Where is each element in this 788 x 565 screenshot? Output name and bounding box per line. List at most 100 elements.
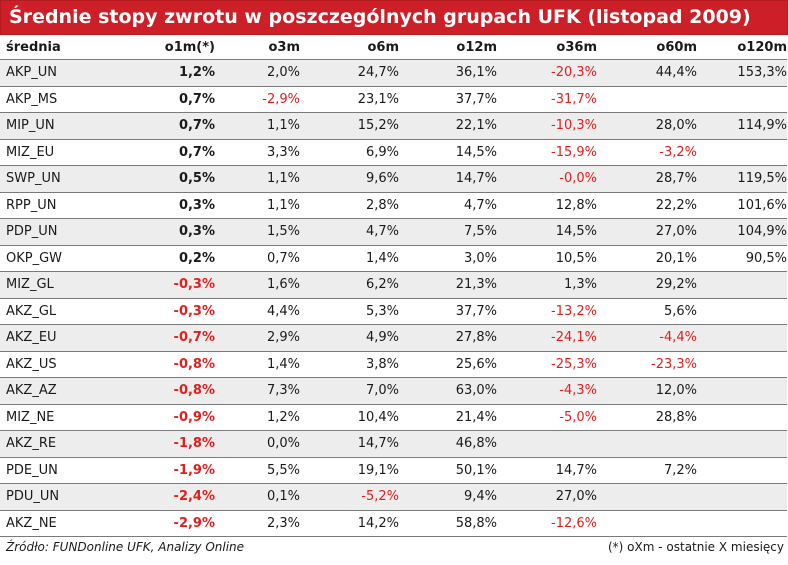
- return-cell: 15,2%: [300, 112, 399, 140]
- return-cell: 2,3%: [215, 510, 300, 537]
- return-cell: [597, 483, 697, 511]
- fund-group-cell: AKP_UN: [0, 59, 103, 87]
- return-cell: 14,7%: [497, 457, 597, 484]
- fund-group-cell: AKZ_AZ: [0, 377, 103, 405]
- return-cell: 0,7%: [103, 86, 215, 113]
- return-cell: [697, 377, 787, 405]
- column-header: o120m: [697, 35, 787, 60]
- fund-group-cell: PDE_UN: [0, 457, 103, 484]
- column-header: średnia: [0, 35, 103, 60]
- return-cell: [697, 271, 787, 299]
- return-cell: -5,0%: [497, 404, 597, 431]
- return-cell: 27,0%: [597, 218, 697, 246]
- return-cell: 19,1%: [300, 457, 399, 484]
- return-cell: 22,1%: [399, 112, 497, 140]
- return-cell: 21,4%: [399, 404, 497, 431]
- column-header: o36m: [497, 35, 597, 60]
- return-cell: 1,3%: [497, 271, 597, 299]
- return-cell: 0,7%: [215, 245, 300, 272]
- fund-group-cell: MIP_UN: [0, 112, 103, 140]
- return-cell: [497, 430, 597, 458]
- table-row: PDE_UN -1,9% 5,5% 19,1% 50,1% 14,7% 7,2%: [0, 457, 787, 484]
- return-cell: 1,5%: [215, 218, 300, 246]
- fund-group-cell: PDP_UN: [0, 218, 103, 246]
- return-cell: 58,8%: [399, 510, 497, 537]
- return-cell: 25,6%: [399, 351, 497, 378]
- return-cell: -0,8%: [103, 377, 215, 405]
- return-cell: 4,7%: [300, 218, 399, 246]
- source-note: Źródło: FUNDonline UFK, Analizy Online: [6, 540, 245, 554]
- return-cell: -4,4%: [597, 324, 697, 352]
- return-cell: 2,9%: [215, 324, 300, 352]
- return-cell: 36,1%: [399, 59, 497, 87]
- return-cell: -1,8%: [103, 430, 215, 458]
- return-cell: -10,3%: [497, 112, 597, 140]
- return-cell: [697, 139, 787, 166]
- fund-group-cell: AKZ_GL: [0, 298, 103, 325]
- return-cell: 21,3%: [399, 271, 497, 299]
- return-cell: 3,3%: [215, 139, 300, 166]
- return-cell: -23,3%: [597, 351, 697, 378]
- table-row: PDU_UN -2,4% 0,1% -5,2% 9,4% 27,0%: [0, 483, 787, 511]
- fund-group-cell: AKZ_NE: [0, 510, 103, 537]
- return-cell: 3,0%: [399, 245, 497, 272]
- fund-group-cell: AKZ_RE: [0, 430, 103, 458]
- return-cell: 37,7%: [399, 86, 497, 113]
- return-cell: 24,7%: [300, 59, 399, 87]
- fund-group-cell: MIZ_NE: [0, 404, 103, 431]
- table-row: MIZ_GL -0,3% 1,6% 6,2% 21,3% 1,3% 29,2%: [0, 271, 787, 299]
- return-cell: 46,8%: [399, 430, 497, 458]
- return-cell: 104,9%: [697, 218, 787, 246]
- table-title: Średnie stopy zwrotu w poszczególnych gr…: [9, 6, 751, 28]
- return-cell: 14,7%: [300, 430, 399, 458]
- return-cell: 1,4%: [215, 351, 300, 378]
- return-cell: 4,9%: [300, 324, 399, 352]
- column-header: o6m: [300, 35, 399, 60]
- fund-group-cell: OKP_GW: [0, 245, 103, 272]
- return-cell: -0,8%: [103, 351, 215, 378]
- return-cell: 0,7%: [103, 139, 215, 166]
- table-row: MIP_UN 0,7% 1,1% 15,2% 22,1% -10,3% 28,0% 114,9…: [0, 112, 787, 140]
- return-cell: 1,1%: [215, 112, 300, 140]
- return-cell: [597, 430, 697, 458]
- return-cell: 29,2%: [597, 271, 697, 299]
- return-cell: 27,8%: [399, 324, 497, 352]
- return-cell: 5,6%: [597, 298, 697, 325]
- column-header: o3m: [215, 35, 300, 60]
- table-row: AKZ_NE -2,9% 2,3% 14,2% 58,8% -12,6%: [0, 510, 787, 537]
- fund-group-cell: MIZ_GL: [0, 271, 103, 299]
- return-cell: [697, 324, 787, 352]
- return-cell: 1,2%: [103, 59, 215, 87]
- column-header: o1m(*): [103, 35, 215, 60]
- table-row: RPP_UN 0,3% 1,1% 2,8% 4,7% 12,8% 22,2% 101,6%: [0, 192, 787, 219]
- return-cell: 37,7%: [399, 298, 497, 325]
- fund-group-cell: SWP_UN: [0, 165, 103, 193]
- return-cell: [697, 430, 787, 458]
- return-cell: -0,7%: [103, 324, 215, 352]
- return-cell: 119,5%: [697, 165, 787, 193]
- title-bar: Średnie stopy zwrotu w poszczególnych gr…: [0, 0, 788, 35]
- table-row: PDP_UN 0,3% 1,5% 4,7% 7,5% 14,5% 27,0% 104,9%: [0, 218, 787, 246]
- return-cell: 4,7%: [399, 192, 497, 219]
- table-row: AKZ_EU -0,7% 2,9% 4,9% 27,8% -24,1% -4,4%: [0, 324, 787, 352]
- return-cell: 7,3%: [215, 377, 300, 405]
- fund-group-cell: MIZ_EU: [0, 139, 103, 166]
- fund-group-cell: PDU_UN: [0, 483, 103, 511]
- return-cell: 28,0%: [597, 112, 697, 140]
- return-cell: 44,4%: [597, 59, 697, 87]
- return-cell: 12,8%: [497, 192, 597, 219]
- fund-group-cell: AKZ_EU: [0, 324, 103, 352]
- return-cell: 0,3%: [103, 218, 215, 246]
- return-cell: -15,9%: [497, 139, 597, 166]
- return-cell: -4,3%: [497, 377, 597, 405]
- return-cell: -0,0%: [497, 165, 597, 193]
- table-row: AKP_UN 1,2% 2,0% 24,7% 36,1% -20,3% 44,4% 153,3…: [0, 59, 787, 87]
- return-cell: 22,2%: [597, 192, 697, 219]
- return-cell: 7,2%: [597, 457, 697, 484]
- return-cell: 27,0%: [497, 483, 597, 511]
- return-cell: -13,2%: [497, 298, 597, 325]
- return-cell: 1,2%: [215, 404, 300, 431]
- table-row: AKP_MS 0,7% -2,9% 23,1% 37,7% -31,7%: [0, 86, 787, 113]
- return-cell: 2,0%: [215, 59, 300, 87]
- return-cell: [597, 510, 697, 537]
